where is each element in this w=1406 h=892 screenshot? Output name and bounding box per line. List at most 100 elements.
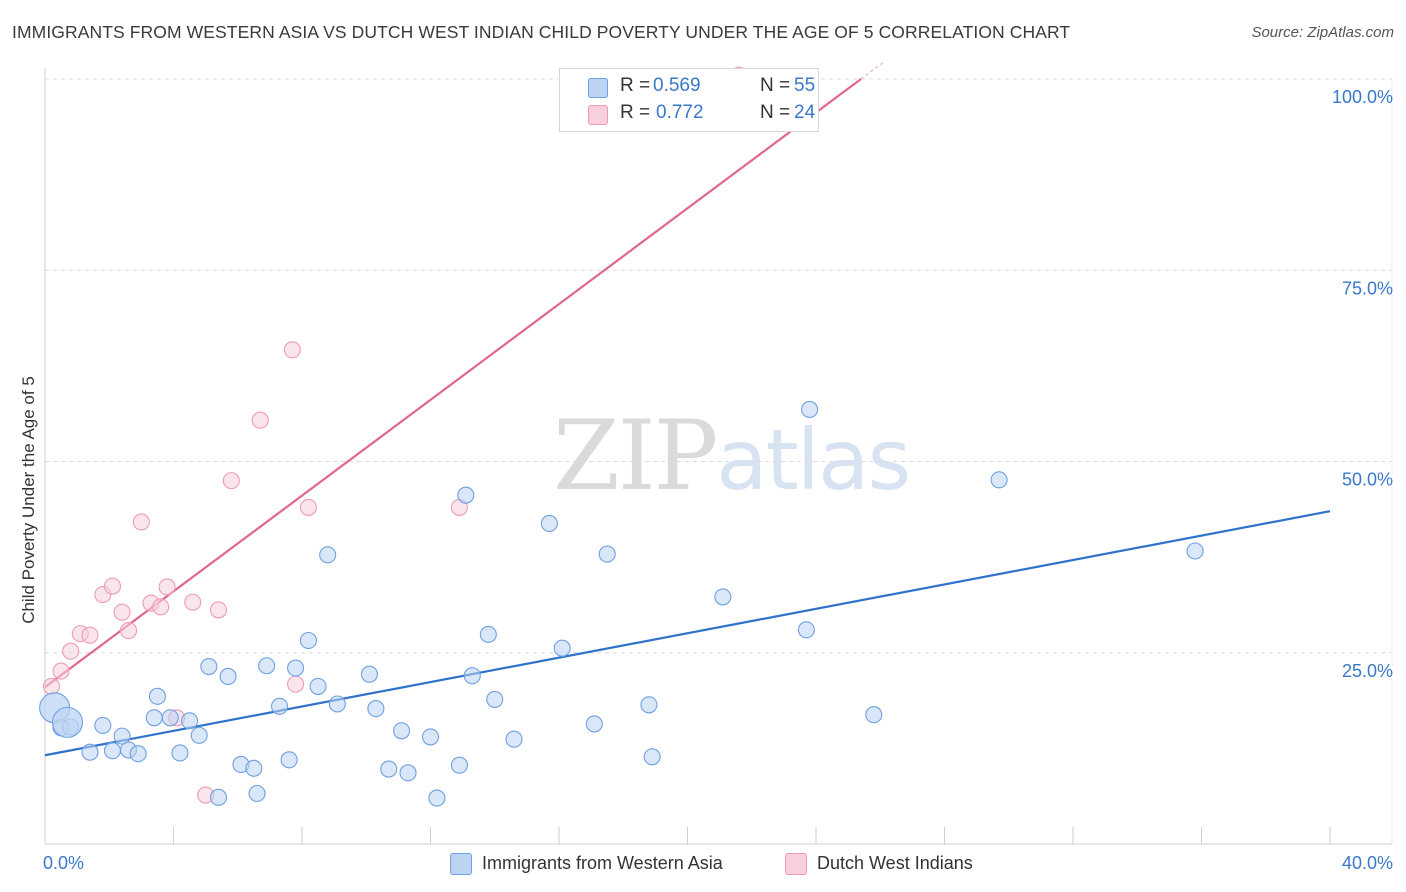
point-dutch-west-indians bbox=[81, 626, 99, 644]
point-dutch-west-indians bbox=[42, 677, 60, 695]
point-western-asia bbox=[171, 744, 189, 762]
y-tick-label: 100.0% bbox=[1332, 87, 1393, 107]
point-western-asia bbox=[270, 697, 289, 715]
point-western-asia bbox=[280, 751, 298, 769]
source-credit: Source: ZipAtlas.com bbox=[1251, 24, 1394, 41]
point-western-asia bbox=[145, 709, 163, 727]
point-western-asia bbox=[258, 657, 276, 675]
tick-labels: 25.0% 50.0% 75.0% 100.0% 0.0% 40.0% bbox=[43, 87, 1393, 873]
trend-line-dutch-west-indians bbox=[44, 78, 862, 689]
point-western-asia bbox=[486, 690, 504, 708]
point-western-asia bbox=[393, 722, 411, 740]
point-dutch-west-indians bbox=[152, 598, 170, 616]
point-western-asia bbox=[113, 727, 131, 745]
legend-r-label: R = bbox=[620, 102, 651, 123]
trend-lines bbox=[44, 61, 1331, 757]
point-western-asia bbox=[319, 546, 337, 564]
point-western-asia bbox=[865, 706, 883, 724]
point-western-asia bbox=[190, 726, 208, 744]
point-dutch-west-indians bbox=[113, 603, 131, 621]
correlation-legend: R = 0.569 N = 55 R = 0.772 N = 24 bbox=[559, 68, 819, 132]
point-dutch-west-indians bbox=[158, 578, 176, 596]
y-tick-label: 25.0% bbox=[1342, 661, 1393, 681]
y-tick-label: 50.0% bbox=[1342, 470, 1393, 490]
point-western-asia bbox=[81, 743, 99, 761]
point-dutch-west-indians bbox=[222, 472, 240, 490]
gridlines bbox=[45, 78, 1393, 844]
bottom-legend-label-western-asia: Immigrants from Western Asia bbox=[482, 853, 723, 873]
point-dutch-west-indians bbox=[251, 411, 269, 429]
point-western-asia bbox=[598, 545, 616, 563]
point-western-asia bbox=[309, 677, 327, 695]
point-dutch-west-indians bbox=[209, 601, 228, 619]
point-western-asia bbox=[129, 745, 147, 763]
point-dutch-west-indians bbox=[62, 642, 80, 660]
point-western-asia bbox=[94, 716, 112, 734]
point-western-asia bbox=[540, 514, 558, 533]
legend-n-label: N = bbox=[760, 102, 791, 123]
point-western-asia bbox=[640, 696, 658, 714]
watermark-atlas: atlas bbox=[716, 411, 911, 509]
point-western-asia bbox=[990, 471, 1008, 489]
point-dutch-west-indians bbox=[184, 593, 202, 611]
legend-swatch-dutch-west-indians bbox=[588, 105, 608, 125]
y-axis-label: Child Poverty Under the Age of 5 bbox=[19, 376, 38, 624]
point-western-asia bbox=[479, 625, 497, 643]
point-dutch-west-indians bbox=[299, 498, 317, 516]
point-dutch-west-indians bbox=[119, 622, 138, 640]
legend-n-value: 24 bbox=[794, 102, 816, 123]
watermark-zip: ZIP bbox=[553, 400, 718, 512]
point-western-asia bbox=[463, 667, 481, 685]
watermark: ZIPatlas bbox=[553, 400, 911, 512]
point-western-asia bbox=[553, 639, 571, 657]
legend-r-value: 0.569 bbox=[653, 75, 701, 96]
trend-extension-dutch-west-indians bbox=[860, 61, 884, 80]
trend-line-western-asia bbox=[44, 510, 1331, 757]
legend-n-label: N = bbox=[760, 75, 791, 96]
x-tick-label-max: 40.0% bbox=[1342, 853, 1393, 873]
point-western-asia bbox=[299, 631, 317, 650]
point-western-asia bbox=[714, 588, 732, 606]
legend-n-value: 55 bbox=[794, 75, 816, 96]
point-western-asia bbox=[797, 621, 815, 639]
point-western-asia bbox=[209, 788, 228, 806]
point-dutch-west-indians bbox=[283, 341, 301, 359]
legend-r-value: 0.772 bbox=[656, 102, 704, 123]
x-tick-label-min: 0.0% bbox=[43, 853, 84, 873]
legend-r-label: R = bbox=[620, 75, 651, 96]
point-western-asia bbox=[328, 695, 346, 713]
point-western-asia bbox=[287, 659, 305, 677]
point-western-asia bbox=[103, 742, 122, 760]
point-western-asia bbox=[219, 667, 237, 686]
bottom-legend-swatch-western-asia bbox=[450, 853, 472, 875]
point-western-asia bbox=[585, 715, 603, 733]
point-dutch-west-indians bbox=[287, 675, 305, 693]
point-western-asia bbox=[380, 760, 398, 778]
point-western-asia bbox=[505, 730, 523, 748]
point-western-asia bbox=[161, 709, 179, 727]
point-western-asia bbox=[360, 665, 379, 683]
point-western-asia bbox=[801, 400, 819, 419]
legend-swatch-western-asia bbox=[588, 78, 608, 98]
point-western-asia bbox=[450, 756, 468, 774]
bottom-legend-swatch-dutch-west-indians bbox=[785, 853, 807, 875]
point-western-asia bbox=[643, 748, 661, 766]
point-western-asia bbox=[367, 700, 385, 718]
bottom-legend-label-dutch-west-indians: Dutch West Indians bbox=[817, 853, 973, 873]
point-western-asia bbox=[1186, 542, 1204, 560]
point-western-asia bbox=[457, 486, 475, 504]
chart-title: IMMIGRANTS FROM WESTERN ASIA VS DUTCH WE… bbox=[12, 22, 1071, 42]
data-points bbox=[39, 66, 1204, 807]
point-western-asia bbox=[245, 759, 263, 777]
point-western-asia bbox=[421, 728, 440, 746]
point-dutch-west-indians bbox=[132, 513, 150, 531]
point-dutch-west-indians bbox=[52, 662, 70, 680]
point-western-asia bbox=[200, 657, 218, 676]
y-axis-label-wrap: Child Poverty Under the Age of 5 bbox=[14, 250, 44, 750]
point-western-asia bbox=[248, 784, 266, 803]
point-western-asia bbox=[428, 789, 446, 807]
point-western-asia bbox=[148, 687, 166, 705]
point-dutch-west-indians bbox=[103, 577, 122, 595]
point-western-asia bbox=[51, 706, 84, 738]
